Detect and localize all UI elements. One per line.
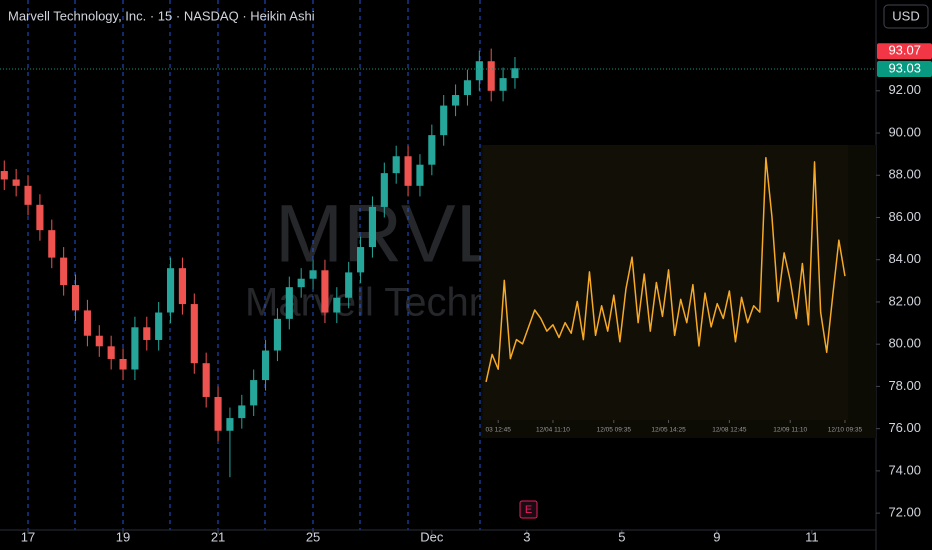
candle-body (380, 173, 388, 207)
candle-body (285, 287, 293, 319)
candle-body (357, 247, 365, 273)
candle-body (499, 78, 507, 91)
price-tag (877, 43, 932, 60)
candle-body (428, 135, 436, 165)
x-tick-label: 9 (713, 529, 720, 544)
inset-x-tick-label: 12/10 09:35 (828, 427, 863, 434)
y-tick-label: 82.00 (888, 293, 921, 308)
candle-body (95, 335, 103, 347)
inset-x-tick-label: 12/08 12:45 (712, 427, 747, 434)
candle-body (12, 179, 20, 186)
x-tick-label: Dec (420, 529, 444, 544)
y-tick-label: 84.00 (888, 251, 921, 266)
candle-body (273, 318, 281, 351)
candle-body (321, 270, 329, 313)
candle-body (404, 156, 412, 186)
currency-button[interactable] (883, 4, 929, 29)
y-tick-label: 92.00 (888, 82, 921, 97)
axes: 72.00 74.00 76.00 78.00 80.00 82.00 84.00 86.00… (21, 43, 932, 544)
x-tick-label: 17 (21, 529, 35, 544)
chart-title: Marvell Technology, Inc. · 15 · NASDAQ ·… (8, 8, 315, 23)
candle-body (392, 156, 400, 174)
candle-body (214, 396, 222, 431)
candle-body (452, 95, 460, 106)
candle-body (261, 350, 270, 381)
candle-body (333, 297, 341, 313)
inset-x-tick-label: 03 12:45 (486, 427, 512, 434)
y-tick-label: 78.00 (888, 378, 921, 393)
x-tick-label: 3 (523, 529, 530, 544)
candle-body (107, 346, 115, 359)
y-tick-label: 86.00 (888, 209, 921, 224)
y-tick-label: 76.00 (888, 420, 921, 435)
x-tick-label: 19 (116, 529, 130, 544)
inset-x-tick-label: 12/05 09:35 (597, 427, 632, 434)
price-tag-label: 93.07 (888, 43, 921, 58)
candle-body (166, 268, 175, 313)
inset-x-tick-label: 12/04 11:10 (536, 427, 570, 434)
candle-body (238, 405, 246, 419)
candle-body (463, 80, 472, 96)
event-marker[interactable] (519, 500, 538, 519)
y-tick-label: 90.00 (888, 124, 921, 139)
price-tag-label: 93.03 (888, 60, 921, 75)
inset-line (485, 156, 846, 383)
candle-body (60, 257, 68, 286)
currency-label[interactable]: USD (892, 8, 919, 23)
candle-body (0, 171, 8, 180)
y-tick-label: 74.00 (888, 462, 921, 477)
y-tick-label: 72.00 (888, 505, 921, 520)
candle-body (297, 278, 305, 288)
candle-body (190, 304, 198, 364)
inset-chart: 03 12:45 12/04 11:10 12/05 09:35 12/05 14:2… (481, 145, 876, 438)
candle-body (368, 206, 377, 248)
candle-body (131, 327, 139, 370)
candle-body (250, 380, 258, 406)
candle-body (178, 268, 186, 305)
candle-body (24, 185, 32, 205)
x-tick-label: 25 (306, 529, 320, 544)
event-marker-label[interactable]: E (525, 504, 532, 516)
candle-body (83, 310, 91, 336)
inset-plot-background (483, 145, 848, 420)
candle-body (416, 164, 424, 186)
candle-body (143, 327, 151, 340)
candle-body (155, 312, 163, 340)
candle-body (202, 363, 210, 397)
x-tick-label: 21 (211, 529, 225, 544)
x-tick-label: 5 (618, 529, 625, 544)
plot-area (0, 48, 876, 478)
candle-body (511, 68, 519, 79)
candle-body (48, 230, 56, 258)
inset-x-tick-label: 12/05 14:25 (651, 427, 686, 434)
watermark-symbol: MRVL (275, 189, 501, 280)
candle-body (119, 358, 127, 370)
candle-body (345, 272, 353, 298)
x-tick-label: 11 (805, 529, 819, 544)
inset-x-tick-label: 12/09 11:10 (773, 427, 807, 434)
candle-body (36, 204, 44, 231)
candle-body (226, 418, 234, 431)
candle-body (309, 270, 317, 279)
candle-body (71, 285, 80, 311)
candle-body (440, 105, 448, 136)
y-tick-label: 80.00 (888, 336, 921, 351)
y-tick-label: 88.00 (888, 167, 921, 182)
price-tag (877, 61, 932, 78)
candle-body (475, 61, 483, 81)
candle-body (487, 61, 495, 91)
